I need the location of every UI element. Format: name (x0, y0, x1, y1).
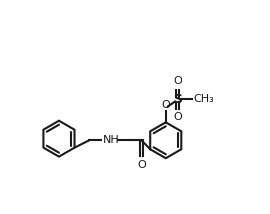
Text: O: O (173, 76, 182, 86)
Text: S: S (173, 93, 182, 106)
Text: O: O (161, 100, 170, 110)
Text: NH: NH (103, 135, 120, 145)
Text: CH₃: CH₃ (193, 94, 214, 104)
Text: O: O (137, 160, 146, 170)
Text: O: O (173, 112, 182, 122)
